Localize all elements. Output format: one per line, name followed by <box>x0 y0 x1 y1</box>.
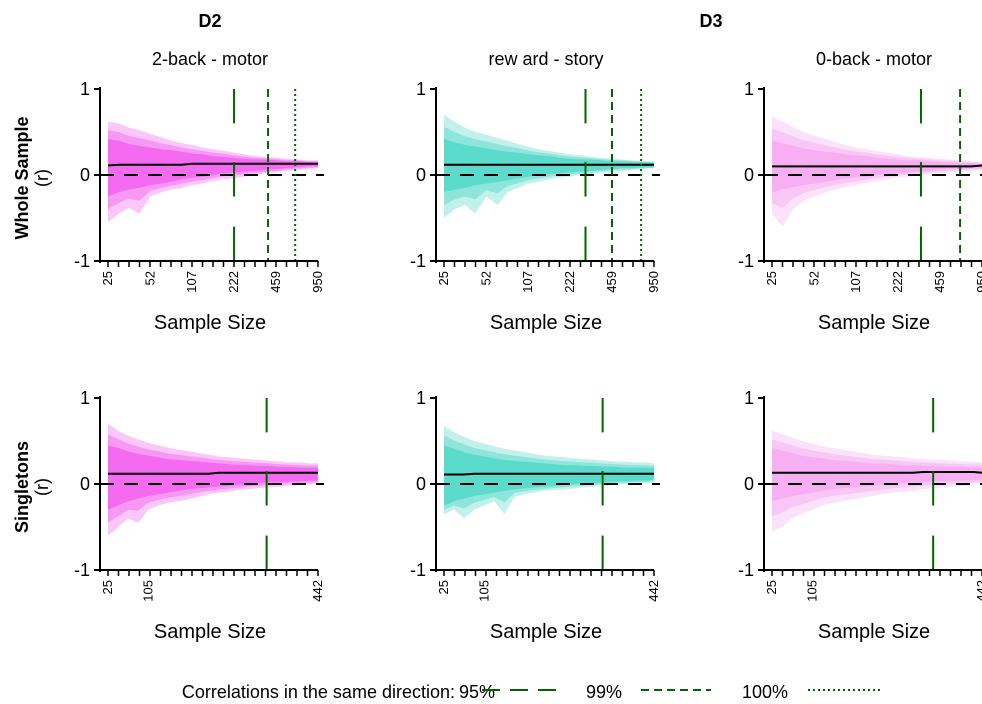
y-tick-label: 1 <box>80 79 90 99</box>
x-axis-label: Sample Size <box>490 312 602 334</box>
median-line <box>108 471 318 475</box>
x-tick-label: 52 <box>478 271 493 285</box>
median-line <box>772 164 982 168</box>
x-tick-label: 950 <box>974 271 982 293</box>
x-tick-label: 950 <box>310 271 325 293</box>
x-tick-label: 442 <box>310 580 325 602</box>
panel-4: -1 0 1 25 105 442 Sample Size <box>74 388 325 643</box>
band-inner <box>108 138 318 197</box>
y-tick-label: -1 <box>410 251 426 271</box>
row-unit-singletons: (r) <box>32 478 52 496</box>
x-tick-label: 222 <box>226 271 241 293</box>
y-tick-label: 0 <box>744 165 754 185</box>
y-tick-label: -1 <box>74 560 90 580</box>
panel-6: -1 0 1 25 105 442 Sample Size <box>738 388 982 643</box>
row-label-whole-sample: Whole Sample <box>12 116 32 239</box>
panel-2: -1 0 1 25 52 107 222 459 950 Sample Size rew ard -… <box>410 49 661 334</box>
x-tick-label: 52 <box>806 271 821 285</box>
y-tick-label: 0 <box>416 474 426 494</box>
y-tick-label: -1 <box>738 251 754 271</box>
x-axis-label: Sample Size <box>818 621 930 643</box>
y-tick-label: 0 <box>416 165 426 185</box>
x-tick-label: 25 <box>100 580 115 594</box>
band-inner <box>444 445 654 506</box>
x-tick-label: 25 <box>436 580 451 594</box>
x-tick-label: 25 <box>100 271 115 285</box>
median-line <box>772 471 982 474</box>
x-tick-label: 107 <box>520 271 535 293</box>
y-tick-label: 1 <box>744 388 754 408</box>
y-tick-label: -1 <box>738 560 754 580</box>
panel-3: -1 0 1 25 52 107 222 459 950 Sample Size 0-back - … <box>738 49 982 334</box>
y-tick-label: 1 <box>80 388 90 408</box>
panels: -1 0 1 25 52 107 222 459 950 Sample Size 2-back - … <box>74 49 982 643</box>
y-tick-label: 1 <box>416 79 426 99</box>
panel-title: rew ard - story <box>488 49 603 69</box>
x-tick-label: 459 <box>268 271 283 293</box>
y-tick-label: 0 <box>80 474 90 494</box>
x-tick-label: 459 <box>604 271 619 293</box>
band-inner <box>108 445 318 510</box>
x-tick-label: 442 <box>974 580 982 602</box>
x-axis-label: Sample Size <box>818 312 930 334</box>
y-tick-label: 1 <box>744 79 754 99</box>
y-tick-label: 0 <box>744 474 754 494</box>
legend-label-99: 99% <box>586 682 622 702</box>
x-tick-label: 52 <box>142 271 157 285</box>
row-unit-whole-sample: (r) <box>32 169 52 187</box>
x-tick-label: 107 <box>184 271 199 293</box>
panel-title: 2-back - motor <box>152 49 268 69</box>
x-tick-label: 25 <box>436 271 451 285</box>
column-header-d3: D3 <box>699 11 722 31</box>
panel-title: 0-back - motor <box>816 49 932 69</box>
x-tick-label: 105 <box>476 580 491 602</box>
y-tick-label: 0 <box>80 165 90 185</box>
x-tick-label: 950 <box>646 271 661 293</box>
x-axis-label: Sample Size <box>490 621 602 643</box>
median-line <box>107 162 318 167</box>
panel-1: -1 0 1 25 52 107 222 459 950 Sample Size 2-back - … <box>74 49 325 334</box>
x-tick-label: 105 <box>140 580 155 602</box>
legend: Correlations in the same direction: 95% … <box>182 682 880 702</box>
x-tick-label: 222 <box>890 271 905 293</box>
row-label-singletons: Singletons <box>12 441 32 533</box>
panel-5: -1 0 1 25 105 442 Sample Size <box>410 388 661 643</box>
legend-label-95: 95% <box>459 682 495 702</box>
x-tick-label: 442 <box>646 580 661 602</box>
column-header-d2: D2 <box>198 11 221 31</box>
legend-title: Correlations in the same direction: <box>182 682 455 702</box>
y-tick-label: 1 <box>416 388 426 408</box>
x-axis-label: Sample Size <box>154 621 266 643</box>
legend-label-100: 100% <box>742 682 788 702</box>
y-tick-label: -1 <box>410 560 426 580</box>
x-tick-label: 105 <box>804 580 819 602</box>
band-inner <box>772 447 982 502</box>
x-tick-label: 222 <box>562 271 577 293</box>
x-tick-label: 25 <box>764 580 779 594</box>
median-line <box>444 472 654 476</box>
x-tick-label: 25 <box>764 271 779 285</box>
x-axis-label: Sample Size <box>154 312 266 334</box>
x-tick-label: 459 <box>932 271 947 293</box>
y-tick-label: -1 <box>74 251 90 271</box>
x-tick-label: 107 <box>848 271 863 293</box>
